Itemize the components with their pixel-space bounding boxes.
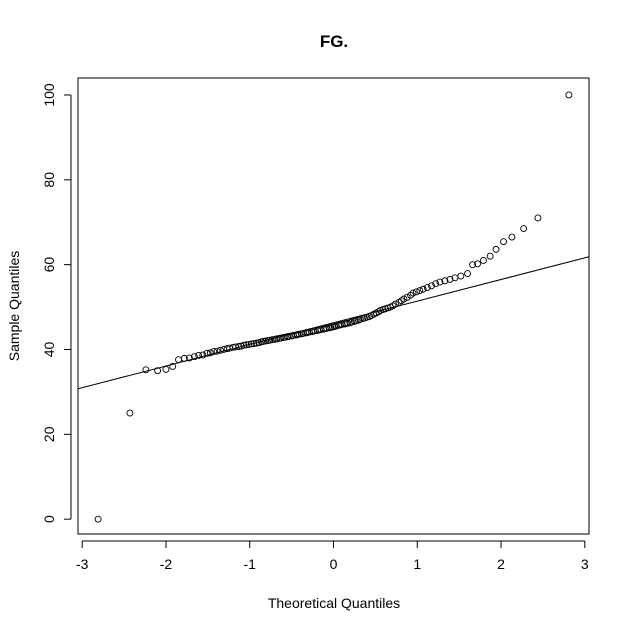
data-point xyxy=(419,285,427,293)
data-point xyxy=(400,295,408,303)
data-point xyxy=(240,341,248,349)
data-point xyxy=(185,354,193,362)
data-point xyxy=(428,282,435,290)
data-point xyxy=(520,225,528,233)
data-point xyxy=(195,351,203,359)
data-point xyxy=(436,278,444,286)
data-point xyxy=(210,348,218,356)
x-axis-label: Theoretical Quantiles xyxy=(268,595,400,611)
y-tick-label: 80 xyxy=(41,172,57,188)
data-point xyxy=(266,336,274,344)
data-point xyxy=(162,365,170,373)
data-point xyxy=(486,252,494,260)
data-point xyxy=(142,366,150,374)
chart-title: FG. xyxy=(320,32,348,51)
data-point xyxy=(441,277,449,285)
data-point xyxy=(259,337,267,345)
data-point xyxy=(94,515,102,523)
x-tick-label: 1 xyxy=(413,556,421,572)
data-point xyxy=(154,367,162,375)
x-axis: -3 -2 -1 0 1 2 3 xyxy=(76,540,589,572)
y-tick-label: 40 xyxy=(41,341,57,357)
data-point xyxy=(203,349,211,357)
data-point xyxy=(245,340,253,348)
data-point xyxy=(508,233,516,241)
data-point xyxy=(180,354,188,362)
data-point xyxy=(479,256,487,264)
x-tick-label: -2 xyxy=(160,556,173,572)
x-tick-label: 2 xyxy=(497,556,505,572)
data-point xyxy=(199,351,207,359)
x-tick-label: -3 xyxy=(76,556,89,572)
x-tick-label: 3 xyxy=(581,556,589,572)
data-point xyxy=(392,300,399,308)
data-point xyxy=(277,334,285,342)
data-point xyxy=(273,335,280,343)
data-point xyxy=(242,341,250,349)
data-point xyxy=(206,349,214,357)
data-point xyxy=(247,340,255,348)
data-point xyxy=(457,272,465,280)
data-point xyxy=(190,353,198,361)
data-point xyxy=(492,245,500,253)
y-tick-label: 0 xyxy=(41,515,57,523)
data-point xyxy=(469,261,477,269)
reference-line xyxy=(77,256,590,390)
data-point xyxy=(464,270,471,277)
x-tick-label: 0 xyxy=(330,556,338,572)
data-point xyxy=(474,260,482,268)
plot-area xyxy=(77,91,590,523)
data-point xyxy=(403,293,411,301)
data-point xyxy=(534,214,542,222)
data-point xyxy=(268,336,276,344)
x-tick-label: -1 xyxy=(244,556,257,572)
data-point xyxy=(295,330,303,338)
data-point xyxy=(250,340,258,347)
data-point xyxy=(235,343,243,350)
data-point xyxy=(348,318,356,326)
data-point xyxy=(500,238,508,246)
data-point xyxy=(169,362,177,370)
data-point xyxy=(344,319,352,327)
plot-frame xyxy=(77,77,590,535)
data-point xyxy=(216,346,224,354)
data-point xyxy=(285,332,293,340)
data-point xyxy=(446,276,454,283)
y-axis: 0 20 40 60 80 100 xyxy=(41,83,72,523)
data-point xyxy=(126,409,134,417)
data-point xyxy=(409,289,417,297)
data-point xyxy=(213,347,221,355)
data-point xyxy=(281,333,289,341)
data-point xyxy=(175,356,182,364)
y-tick-label: 60 xyxy=(41,257,57,273)
data-point xyxy=(262,337,270,345)
y-tick-label: 100 xyxy=(41,83,57,107)
data-point xyxy=(423,284,431,291)
y-axis-label: Sample Quantiles xyxy=(6,251,22,362)
y-tick-label: 20 xyxy=(41,426,57,442)
data-point xyxy=(432,280,440,288)
data-point xyxy=(352,317,360,325)
data-point xyxy=(416,287,424,294)
data-point xyxy=(375,308,383,316)
data-point xyxy=(412,288,420,296)
data-point xyxy=(252,339,260,347)
data-point xyxy=(565,91,573,99)
